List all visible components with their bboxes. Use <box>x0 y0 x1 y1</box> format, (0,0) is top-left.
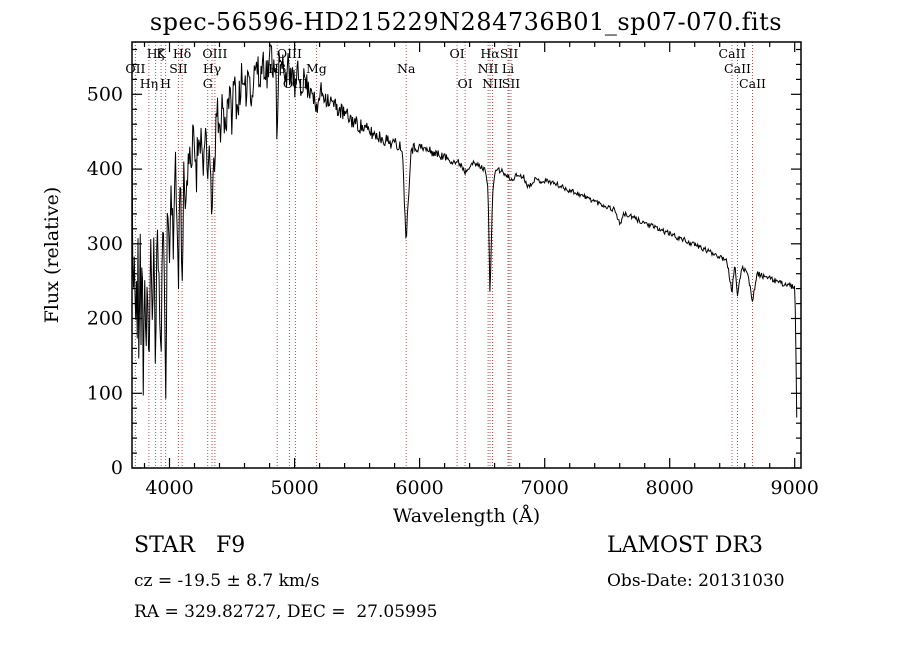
survey-label: LAMOST DR3 <box>607 533 763 558</box>
spectral-line-label: Li <box>502 61 514 76</box>
x-tick-label: 6000 <box>395 477 443 499</box>
spectral-line-label: SII <box>502 76 521 91</box>
obs-date: Obs-Date: 20131030 <box>607 571 785 591</box>
spectral-line-label: OI <box>458 76 473 91</box>
spectral-line-label: Na <box>397 61 416 76</box>
x-tick-label: 8000 <box>646 477 694 499</box>
spectral-line-label: Hδ <box>173 46 191 61</box>
y-axis-label: Flux (relative) <box>41 187 63 324</box>
spectral-line-label: Hζ <box>147 46 165 61</box>
spectral-line-label: OI <box>450 46 465 61</box>
y-tick-label: 200 <box>87 308 123 330</box>
spectral-line-markers <box>134 42 753 468</box>
spectral-line-label: H <box>160 76 171 91</box>
spectral-line-label: Hγ <box>203 61 221 76</box>
spectral-line-label: SII <box>169 61 188 76</box>
y-tick-label: 300 <box>87 233 123 255</box>
spectral-line-label: G <box>203 76 213 91</box>
spectral-line-label: OIII <box>283 76 308 91</box>
spectral-line-label: CaII <box>724 61 751 76</box>
y-tick-label: 0 <box>111 457 123 479</box>
spectral-line-label: OIII <box>277 46 302 61</box>
spectrum-trace <box>131 44 798 418</box>
cz-value: cz = -19.5 ± 8.7 km/s <box>134 571 320 591</box>
plot-frame <box>131 41 802 469</box>
spectral-line-label: Hα <box>480 46 500 61</box>
spectral-line-label: Mg <box>306 61 327 76</box>
x-tick-label: 7000 <box>521 477 569 499</box>
spectral-line-label: OII <box>125 61 145 76</box>
x-tick-label: 9000 <box>771 477 819 499</box>
spectral-line-label: Hβ <box>268 61 286 76</box>
spectral-line-label: NII <box>478 61 499 76</box>
spectral-line-label: CaII <box>739 76 766 91</box>
x-tick-label: 5000 <box>270 477 318 499</box>
spectral-line-label: OIII <box>202 46 227 61</box>
axis-ticks <box>132 42 801 469</box>
plot-title: spec-56596-HD215229N284736B01_sp07-070.f… <box>149 8 783 36</box>
spectral-line-label: SII <box>500 46 519 61</box>
y-tick-label: 400 <box>87 158 123 180</box>
y-tick-label: 100 <box>87 382 123 404</box>
x-tick-label: 4000 <box>145 477 193 499</box>
object-class-label: STAR F9 <box>134 533 246 558</box>
ra-dec-value: RA = 329.82727, DEC = 27.05995 <box>134 602 438 622</box>
spectral-line-label: Hη <box>140 76 158 91</box>
spectral-line-label: CaII <box>719 46 746 61</box>
spectral-line-label: K <box>156 46 166 61</box>
spectral-line-label: NII <box>482 76 503 91</box>
x-axis-label: Wavelength (Å) <box>393 505 540 527</box>
y-tick-label: 500 <box>87 83 123 105</box>
